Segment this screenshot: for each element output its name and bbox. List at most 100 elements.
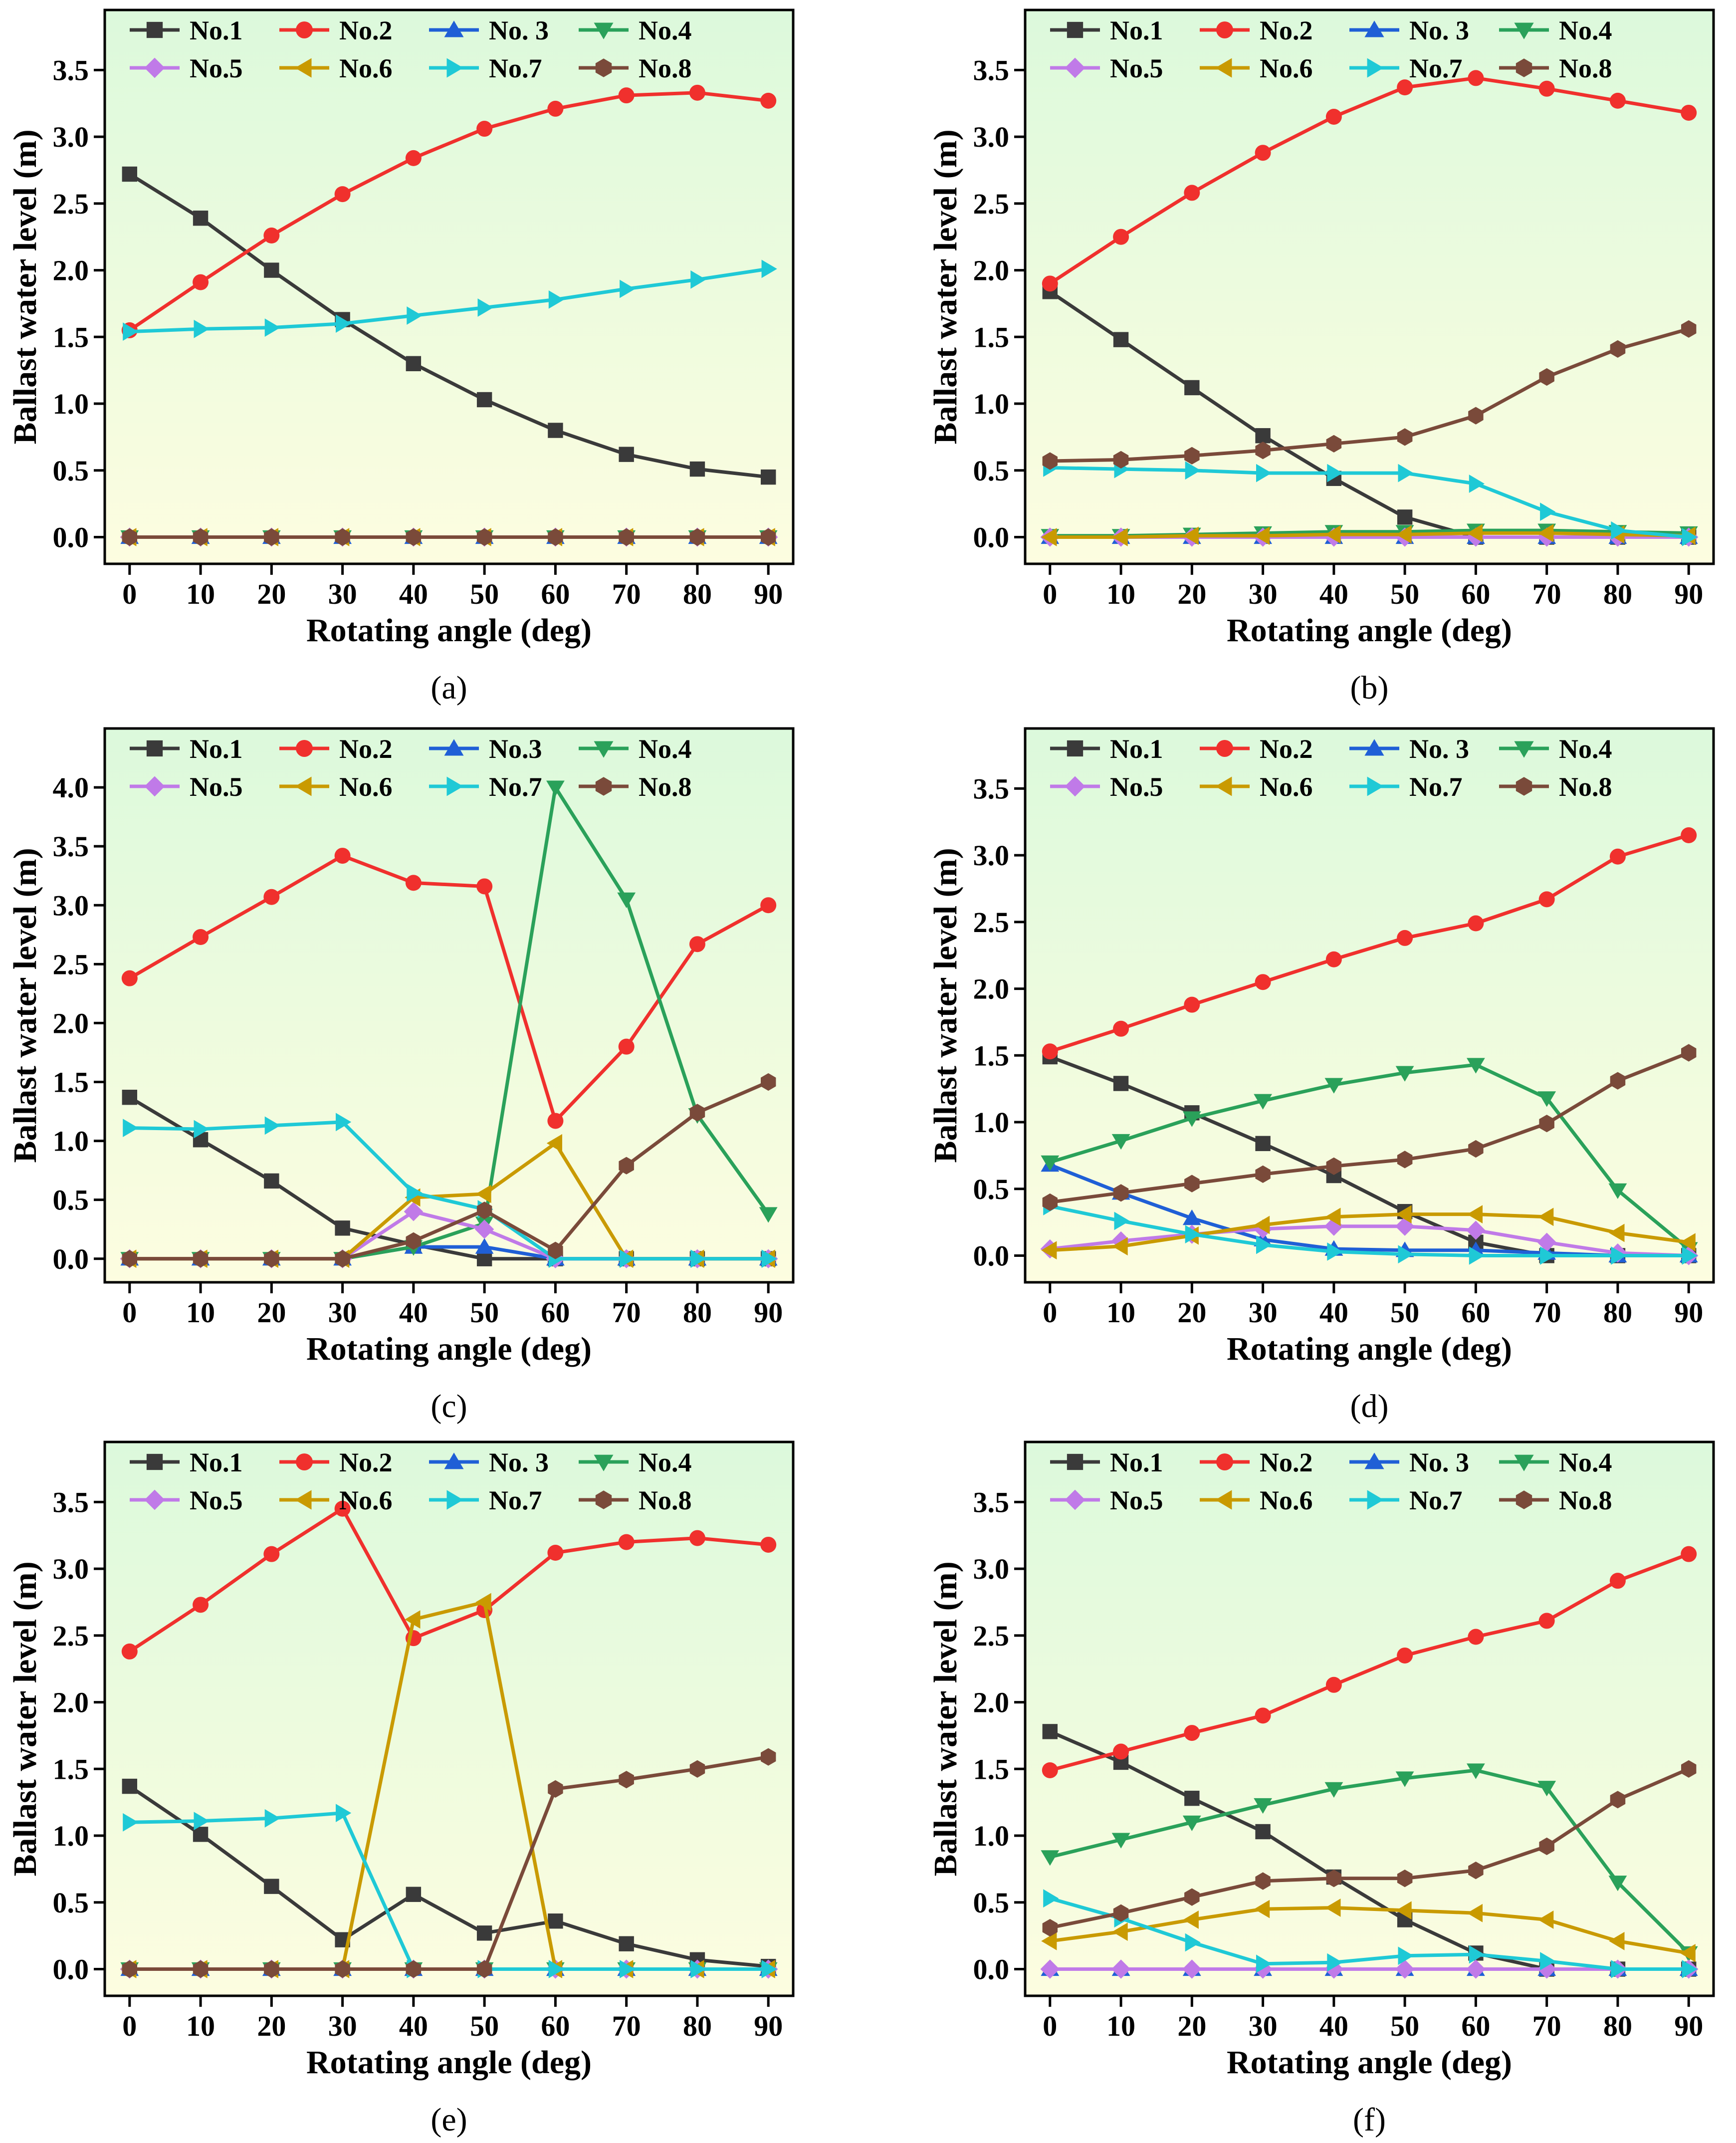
data-point-no-2	[1681, 827, 1697, 843]
plot-area-b	[1025, 10, 1714, 564]
legend-marker-no-8	[1516, 777, 1532, 796]
data-point-no-6	[1041, 1931, 1057, 1950]
series-line-no-4	[1049, 1063, 1690, 1250]
data-point-no-3	[1182, 1209, 1201, 1225]
y-tick-label: 0.0	[53, 521, 89, 554]
series-no-6-f	[1041, 1899, 1696, 1962]
series-line-no-1	[128, 173, 769, 479]
data-point-no-7	[194, 1120, 210, 1139]
series-line-no-7	[1050, 466, 1689, 539]
legend-label: No.6	[339, 53, 393, 83]
y-tick-label: 0.5	[53, 455, 89, 487]
data-point-no-8	[1255, 442, 1271, 460]
x-tick-label: 80	[683, 578, 712, 610]
data-point-no-8	[122, 1250, 137, 1268]
data-point-no-8	[335, 1960, 350, 1978]
x-tick-label: 20	[1177, 1296, 1206, 1329]
y-tick-label: 1.0	[53, 1125, 89, 1158]
data-point-no-8	[1042, 452, 1058, 470]
data-point-no-8	[761, 1073, 776, 1091]
data-point-no-7	[1398, 1946, 1414, 1965]
series-line-no-5	[1050, 1224, 1689, 1257]
data-point-no-2	[334, 1500, 351, 1517]
y-tick-label: 0.0	[53, 1243, 89, 1275]
data-point-no-5	[1182, 1959, 1202, 1979]
legend-e: No.1 No.2 No. 3 No.4 No.5 No.6 No.7 No.8	[130, 1447, 692, 1515]
x-tick-label: 10	[1106, 1296, 1135, 1329]
legend-marker-no-5	[1065, 57, 1085, 78]
x-tick-label: 20	[257, 578, 286, 610]
data-point-no-2	[1255, 1707, 1271, 1724]
data-point-no-1	[264, 262, 279, 278]
data-point-no-8	[761, 1748, 776, 1766]
series-no-8-f	[1042, 1760, 1697, 1937]
data-point-no-8	[1113, 1904, 1129, 1922]
data-point-no-8	[689, 1760, 705, 1778]
panel-label: (b)	[1350, 670, 1389, 706]
panel-label: (e)	[431, 2102, 467, 2138]
legend-label: No.4	[1559, 734, 1612, 764]
data-point-no-7	[1185, 461, 1201, 480]
legend-marker-no-8	[595, 58, 612, 77]
y-tick-label: 2.5	[973, 906, 1010, 939]
series-line-no-7	[1049, 1897, 1689, 1971]
legend-label: No.4	[639, 15, 692, 45]
data-point-no-8	[1397, 1870, 1413, 1888]
x-tick-label: 60	[1461, 1296, 1490, 1329]
y-tick-label: 3.0	[973, 839, 1010, 872]
data-point-no-8	[1326, 1870, 1342, 1888]
data-point-no-8	[1539, 368, 1554, 386]
legend-label: No.8	[1559, 772, 1612, 802]
data-point-no-7	[477, 298, 493, 317]
data-point-no-5	[1466, 1220, 1486, 1240]
data-point-no-7	[1398, 464, 1414, 482]
legend-label: No.1	[190, 734, 243, 764]
x-tick-label: 50	[1390, 1296, 1419, 1329]
legend-marker-no-1	[1067, 21, 1084, 38]
data-point-no-7	[1043, 1889, 1059, 1908]
data-point-no-2	[1325, 1676, 1342, 1693]
data-point-no-7	[264, 1116, 280, 1135]
y-tick-label: 2.0	[53, 1686, 89, 1719]
plot-frame-f	[1024, 1440, 1715, 1997]
series-no-2-b	[1042, 70, 1697, 292]
data-point-no-4	[1467, 1763, 1485, 1779]
y-tick-label: 4.0	[53, 771, 89, 804]
legend-label: No.3	[489, 734, 542, 764]
legend-label: No.5	[1110, 1485, 1163, 1515]
legend-label: No.6	[1260, 53, 1313, 83]
data-point-no-7	[1185, 1225, 1201, 1244]
legend-marker-no-4	[594, 1454, 614, 1471]
series-no-6-d	[1041, 1205, 1696, 1260]
data-point-no-8	[1539, 1837, 1554, 1855]
y-tick-label: 0.5	[53, 1887, 89, 1919]
series-no-4-d	[1041, 1058, 1698, 1258]
data-point-no-2	[1255, 145, 1271, 161]
data-point-no-4	[1324, 1078, 1343, 1094]
data-point-no-7	[336, 314, 352, 333]
x-axis-title: Rotating angle (deg)	[1227, 612, 1512, 649]
data-point-no-2	[1397, 79, 1413, 96]
plot-area-c	[105, 728, 793, 1282]
y-tick-label: 2.5	[53, 948, 89, 980]
x-tick-label: 70	[1532, 578, 1561, 610]
data-point-no-6	[475, 1185, 491, 1203]
data-point-no-2	[547, 1545, 564, 1561]
x-tick-label: 80	[683, 2010, 712, 2042]
legend-label: No.1	[190, 1447, 243, 1477]
x-tick-label: 30	[1249, 2010, 1278, 2042]
legend-marker-no-7	[446, 1490, 463, 1510]
x-tick-label: 30	[1249, 578, 1278, 610]
legend-marker-no-2	[296, 1453, 313, 1470]
data-point-no-1	[476, 1925, 492, 1941]
data-point-no-8	[1255, 1872, 1271, 1890]
data-point-no-4	[1041, 1155, 1060, 1171]
data-point-no-8	[1397, 1151, 1413, 1169]
y-tick-label: 0.0	[53, 1953, 89, 1986]
y-tick-label: 0.0	[973, 1953, 1010, 1986]
data-point-no-7	[1611, 1246, 1627, 1265]
y-tick-label: 1.0	[973, 388, 1010, 420]
data-point-no-4	[1254, 1798, 1272, 1814]
legend-marker-no-7	[1367, 1490, 1384, 1510]
data-point-no-6	[1041, 1241, 1057, 1260]
